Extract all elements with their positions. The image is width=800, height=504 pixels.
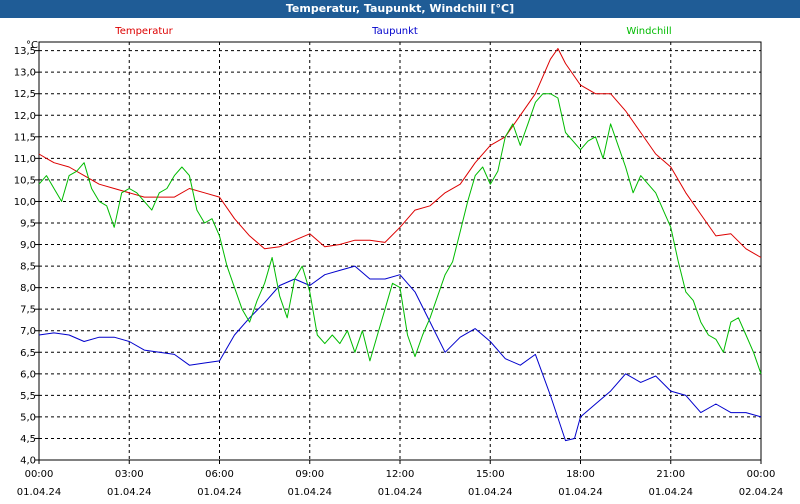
y-tick-label: 4,5	[20, 434, 36, 445]
series-line-temperatur	[38, 48, 762, 258]
x-tick-time: 06:00	[205, 469, 234, 480]
chart-area: °C 4,0 4,5 5,0 5,5 6,0 6,5 7,0 7,5 8,0 8,5 9,0 9,5 1…	[0, 18, 800, 500]
y-tick-label: 13,5	[14, 46, 36, 57]
y-axis-unit: °C	[26, 40, 38, 51]
x-tick-time: 00:00	[25, 469, 54, 480]
x-tick-date: 01.04.24	[468, 487, 513, 498]
y-tick-label: 10,0	[14, 197, 36, 208]
x-tick-time: 09:00	[295, 469, 324, 480]
x-tick-date: 01.04.24	[107, 487, 152, 498]
y-tick-label: 12,5	[14, 89, 36, 100]
y-tick-label: 11,5	[14, 132, 36, 143]
y-tick-label: 4,0	[20, 456, 36, 467]
line-chart: °C 4,0 4,5 5,0 5,5 6,0 6,5 7,0 7,5 8,0 8,5 9,0 9,5 1…	[14, 26, 784, 498]
x-tick-date: 01.04.24	[648, 487, 693, 498]
legend-label-taupunkt: Taupunkt	[371, 26, 418, 37]
window-title-bar: Temperatur, Taupunkt, Windchill [°C]	[0, 0, 800, 18]
y-tick-label: 7,5	[20, 305, 36, 316]
series-lines	[38, 48, 762, 442]
y-tick-label: 6,5	[20, 348, 36, 359]
x-tick-date: 01.04.24	[197, 487, 242, 498]
y-tick-label: 8,0	[20, 283, 36, 294]
y-tick-label: 11,0	[14, 154, 36, 165]
x-tick-time: 00:00	[747, 469, 776, 480]
x-tick-time: 18:00	[566, 469, 595, 480]
y-tick-label: 5,0	[20, 412, 36, 423]
series-line-windchill	[38, 93, 762, 374]
window-title: Temperatur, Taupunkt, Windchill [°C]	[285, 2, 515, 15]
series-line-taupunkt	[38, 265, 762, 442]
y-tick-label: 13,0	[14, 68, 36, 79]
y-tick-label: 9,5	[20, 218, 36, 229]
x-tick-time: 03:00	[115, 469, 144, 480]
y-tick-label: 9,0	[20, 240, 36, 251]
y-axis-ticks: 4,0 4,5 5,0 5,5 6,0 6,5 7,0 7,5 8,0 8,5 9,0 9,5 10,0…	[14, 46, 39, 467]
x-tick-date: 01.04.24	[17, 487, 62, 498]
x-axis-ticks: 00:00 01.04.24 03:00 01.04.24 06:00 01.04.24 0…	[17, 460, 784, 498]
legend-label-temperatur: Temperatur	[114, 26, 173, 37]
y-tick-label: 7,0	[20, 326, 36, 337]
x-tick-date: 01.04.24	[287, 487, 332, 498]
x-tick-time: 12:00	[386, 469, 415, 480]
legend-label-windchill: Windchill	[626, 26, 671, 37]
y-tick-label: 6,0	[20, 369, 36, 380]
y-tick-label: 5,5	[20, 391, 36, 402]
y-tick-label: 12,0	[14, 111, 36, 122]
x-tick-date: 02.04.24	[739, 487, 784, 498]
x-tick-date: 01.04.24	[558, 487, 603, 498]
x-tick-time: 15:00	[476, 469, 505, 480]
y-tick-label: 10,5	[14, 175, 36, 186]
y-tick-label: 8,5	[20, 262, 36, 273]
x-tick-time: 21:00	[656, 469, 685, 480]
legend: Temperatur Taupunkt Windchill	[114, 26, 671, 37]
x-tick-date: 01.04.24	[378, 487, 423, 498]
